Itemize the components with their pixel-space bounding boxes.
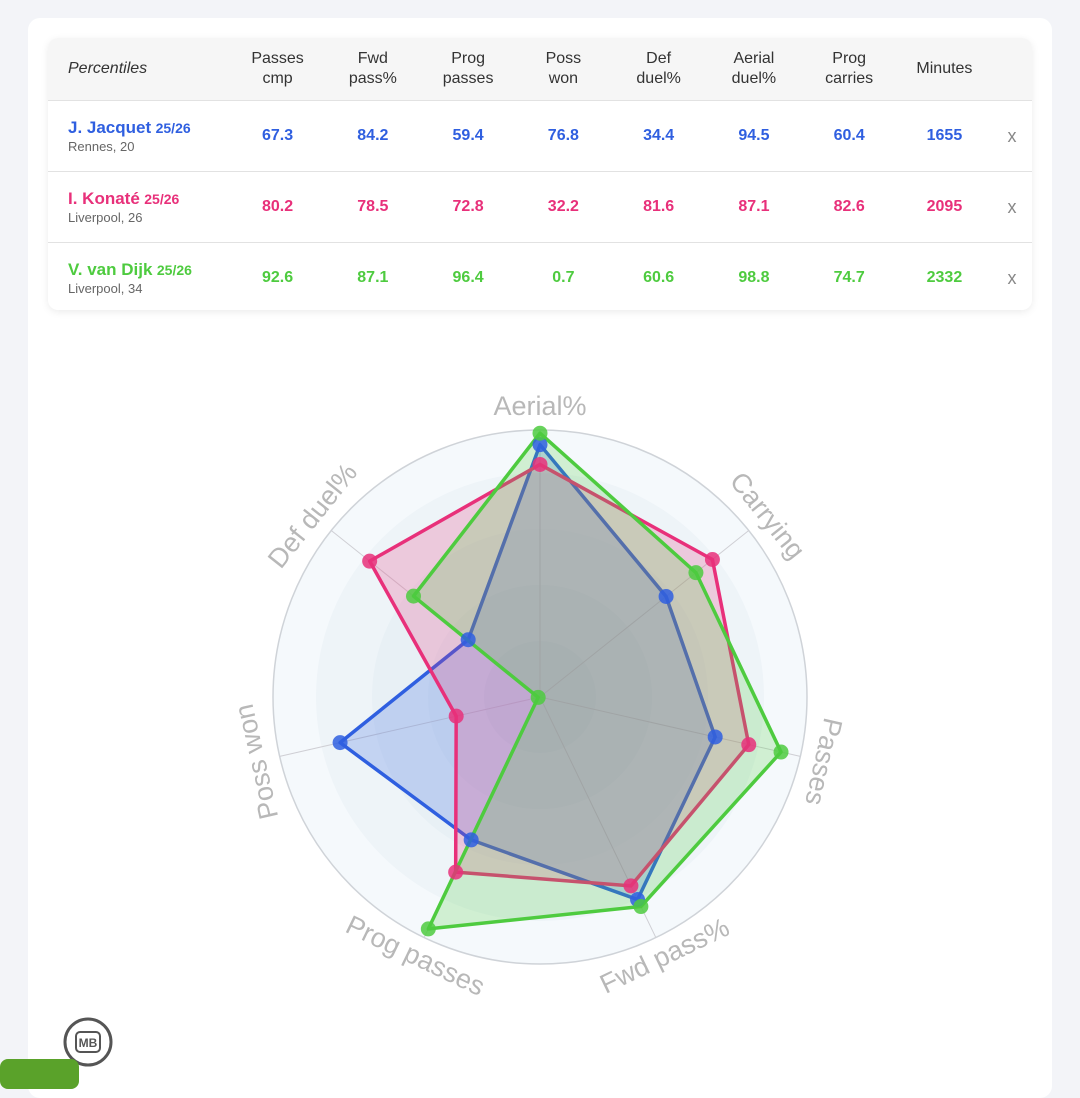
data-point <box>332 735 348 751</box>
header-label: Aerial <box>733 50 775 67</box>
player-name[interactable]: I. Konaté <box>68 189 140 208</box>
stat-value: 2332 <box>926 269 963 286</box>
player-cell: I. Konaté 25/26 Liverpool, 26 <box>48 189 230 225</box>
svg-text:MB: MB <box>79 1036 98 1050</box>
header-col[interactable]: Aerial duel% <box>706 49 801 89</box>
header-col[interactable]: Minutes <box>897 59 992 79</box>
stat-value: 59.4 <box>452 127 484 144</box>
stat-value: 60.6 <box>643 269 675 286</box>
data-point <box>688 565 704 581</box>
player-cell: V. van Dijk 25/26 Liverpool, 34 <box>48 260 230 296</box>
header-col[interactable]: Def duel% <box>611 49 706 89</box>
stat-value: 67.3 <box>262 127 294 144</box>
player-row: V. van Dijk 25/26 Liverpool, 34 92.6 87.1 9… <box>48 243 1032 310</box>
data-point <box>658 588 674 604</box>
stat-value: 84.2 <box>357 127 389 144</box>
data-point <box>405 588 421 604</box>
header-label: won <box>548 70 579 87</box>
player-club: Liverpool, 34 <box>68 281 143 296</box>
data-point <box>530 689 546 705</box>
header-col[interactable]: Passes cmp <box>230 49 325 89</box>
header-label: Passes <box>251 50 304 67</box>
axis-line <box>539 696 801 757</box>
remove-player-button[interactable]: x <box>1007 267 1017 288</box>
stat-value: 92.6 <box>262 269 294 286</box>
header-label: passes <box>442 70 494 87</box>
data-point <box>532 456 548 472</box>
stat-value: 78.5 <box>357 198 389 215</box>
header-label: cmp <box>262 70 293 87</box>
player-club: Rennes, 20 <box>68 139 135 154</box>
data-point <box>362 553 378 569</box>
data-point <box>532 425 548 441</box>
header-label: Minutes <box>916 60 973 77</box>
stat-value: 76.8 <box>547 127 579 144</box>
stat-value: 94.5 <box>738 127 770 144</box>
player-row: J. Jacquet 25/26 Rennes, 20 67.3 84.2 59.4 7… <box>48 101 1032 172</box>
header-col[interactable]: Poss won <box>516 49 611 89</box>
header-col[interactable]: Prog carries <box>802 49 897 89</box>
data-point <box>463 832 479 848</box>
stat-value: 2095 <box>926 198 963 215</box>
data-point <box>460 632 476 648</box>
stat-value: 96.4 <box>452 269 484 286</box>
stat-value: 72.8 <box>452 198 484 215</box>
player-season: 25/26 <box>156 262 192 278</box>
stat-value: 1655 <box>926 127 963 144</box>
header-label: carries <box>825 70 874 87</box>
player-name[interactable]: V. van Dijk <box>68 260 153 279</box>
stat-value: 98.8 <box>738 269 770 286</box>
header-label: Prog <box>451 50 485 67</box>
series-polygon-1 <box>367 462 751 888</box>
player-season: 25/26 <box>144 191 180 207</box>
green-button[interactable] <box>0 1059 79 1089</box>
header-label: Fwd <box>357 50 388 67</box>
header-label: Def <box>646 50 672 67</box>
data-point <box>532 437 548 453</box>
remove-player-button[interactable]: x <box>1007 125 1017 146</box>
data-point <box>741 737 757 753</box>
data-point <box>448 708 464 724</box>
stat-value: 34.4 <box>643 127 675 144</box>
player-row: I. Konaté 25/26 Liverpool, 26 80.2 78.5 72.… <box>48 172 1032 243</box>
remove-player-button[interactable]: x <box>1007 196 1017 217</box>
axis-line <box>279 696 541 757</box>
player-club: Liverpool, 26 <box>68 210 143 225</box>
axis-label: Passes <box>799 715 848 808</box>
stat-value: 80.2 <box>262 198 294 215</box>
header-col[interactable]: Prog passes <box>420 49 515 89</box>
percentiles-table: Percentiles Passes cmp Fwd pass% Prog passes P… <box>48 38 1032 310</box>
header-label: pass% <box>348 70 397 87</box>
data-point <box>773 744 789 760</box>
data-point <box>448 864 464 880</box>
axis-label: Aerial% <box>493 391 586 421</box>
header-label: Poss <box>545 50 582 67</box>
stat-value: 82.6 <box>833 198 865 215</box>
header-col[interactable]: Fwd pass% <box>325 49 420 89</box>
header-label: duel% <box>731 70 777 87</box>
data-point <box>623 878 639 894</box>
table-header: Percentiles Passes cmp Fwd pass% Prog passes P… <box>48 38 1032 101</box>
mb-logo: MB <box>63 1017 113 1072</box>
stat-value: 32.2 <box>547 198 579 215</box>
stat-value: 87.1 <box>738 198 770 215</box>
stat-value: 81.6 <box>643 198 675 215</box>
header-percentiles: Percentiles <box>68 60 148 77</box>
player-name[interactable]: J. Jacquet <box>68 118 152 137</box>
stat-value: 60.4 <box>833 127 865 144</box>
series-polygon-2 <box>411 431 783 931</box>
data-point <box>707 729 723 745</box>
player-cell: J. Jacquet 25/26 Rennes, 20 <box>48 118 230 154</box>
header-label: duel% <box>636 70 681 87</box>
data-point <box>420 921 436 937</box>
stat-value: 74.7 <box>833 269 865 286</box>
stat-value: 87.1 <box>357 269 389 286</box>
stat-value: 0.7 <box>552 269 575 286</box>
series-polygon-0 <box>338 442 717 902</box>
player-season: 25/26 <box>155 120 191 136</box>
header-label: Prog <box>832 50 867 67</box>
data-point <box>704 551 720 567</box>
data-point <box>633 899 649 915</box>
